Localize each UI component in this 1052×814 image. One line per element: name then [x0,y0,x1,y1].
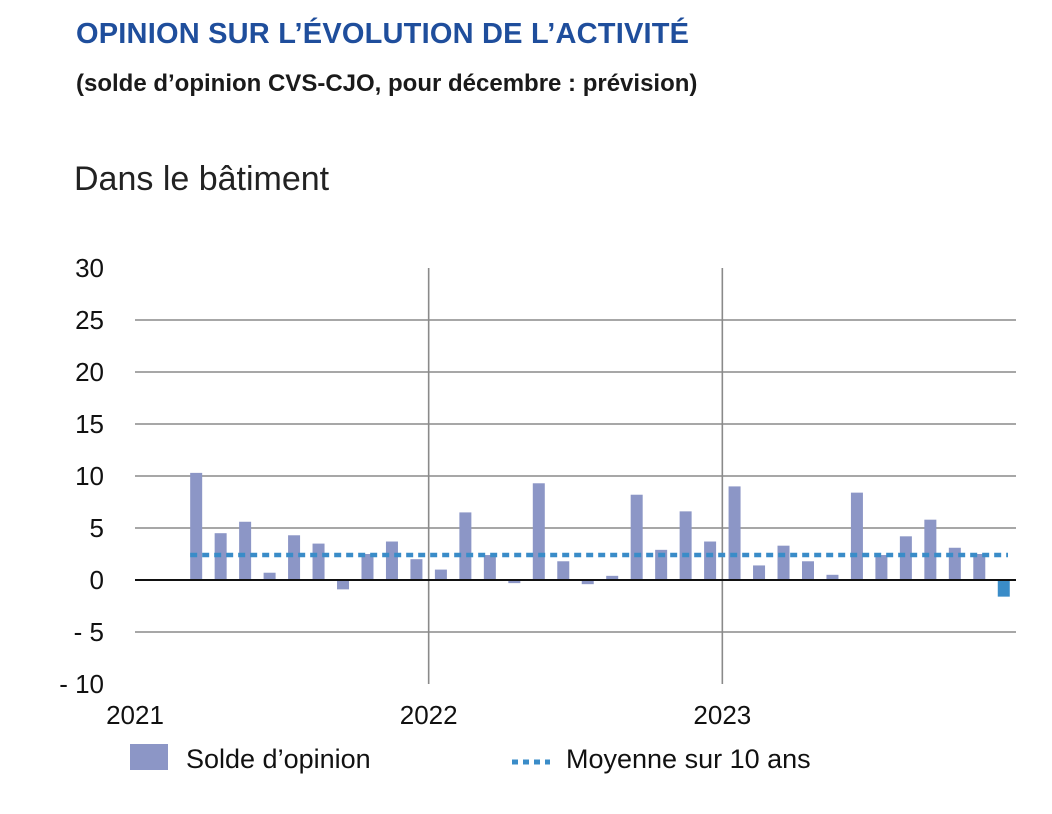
x-tick-label: 2023 [693,700,751,730]
bar [483,555,496,580]
legend-label-average: Moyenne sur 10 ans [566,744,811,774]
bar [704,541,717,580]
bar [459,512,472,580]
bar [263,572,276,580]
bar [410,559,423,580]
y-tick-label: - 5 [74,617,104,647]
bar [557,561,570,580]
bar [753,565,766,580]
bar [997,580,1010,597]
y-tick-label: 25 [75,305,104,335]
bars [190,472,1010,597]
bar [312,543,325,580]
bar [385,541,398,580]
bar [948,547,961,580]
x-tick-labels: 2021 2022 2023 [106,700,751,730]
legend-label-bars: Solde d’opinion [186,744,371,774]
bar [190,472,203,580]
bar [337,580,350,590]
y-tick-label: 20 [75,357,104,387]
panel-title: Dans le bâtiment [74,160,330,198]
bar [508,580,521,584]
bar [973,554,986,580]
y-tick-label: 30 [75,253,104,283]
bar [239,521,252,580]
bar [288,535,301,580]
x-tick-label: 2022 [400,700,458,730]
bar [655,549,668,580]
y-tick-label: 10 [75,461,104,491]
bar [581,580,594,585]
chart-title: OPINION SUR L’ÉVOLUTION DE L’ACTIVITÉ [76,18,690,50]
legend: Solde d’opinion Moyenne sur 10 ans [130,744,811,774]
bar [777,545,790,580]
bar [606,575,619,580]
y-tick-label: 5 [90,513,104,543]
bar [361,554,374,580]
bar [826,574,839,580]
bar [728,486,741,580]
y-tick-label: - 10 [59,669,104,699]
bar [875,555,888,580]
chart-subtitle: (solde d’opinion CVS-CJO, pour décembre … [76,70,698,97]
bar [850,492,863,580]
gridlines [135,268,1016,684]
bar [801,561,814,580]
bar [434,569,447,580]
x-tick-label: 2021 [106,700,164,730]
bar [679,511,692,580]
bar [899,536,912,580]
bar [630,494,643,580]
legend-swatch-bars [130,744,168,770]
y-tick-label: 0 [90,565,104,595]
y-tick-label: 15 [75,409,104,439]
y-tick-labels: 30 25 20 15 10 5 0 - 5 - 10 [59,253,104,699]
bar [924,519,937,580]
bar [532,483,545,580]
